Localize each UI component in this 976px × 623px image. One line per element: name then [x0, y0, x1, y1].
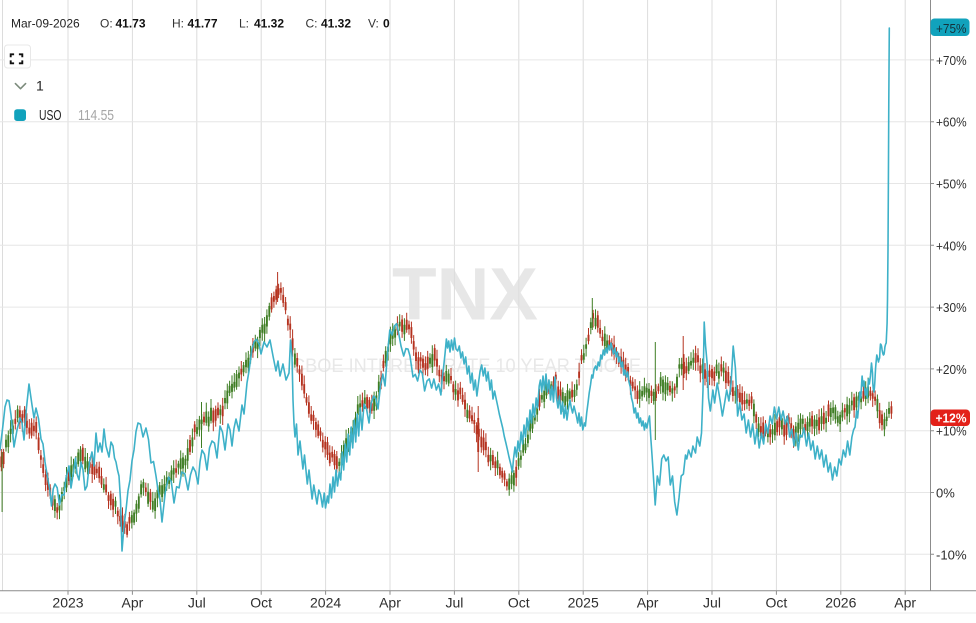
svg-text:Jul: Jul: [703, 595, 721, 611]
svg-text:TNX: TNX: [392, 253, 538, 336]
svg-text:1: 1: [36, 78, 44, 94]
svg-text:+30%: +30%: [936, 300, 967, 315]
svg-text:114.55: 114.55: [78, 107, 114, 124]
svg-text:2024: 2024: [310, 595, 341, 611]
svg-text:+50%: +50%: [936, 177, 967, 192]
svg-text:+75%: +75%: [936, 21, 967, 36]
svg-text:+70%: +70%: [936, 53, 967, 68]
svg-text:+10%: +10%: [936, 424, 967, 439]
svg-text:Apr: Apr: [122, 595, 144, 611]
svg-text:O:: O:: [100, 17, 113, 31]
svg-text:41.73: 41.73: [116, 17, 146, 31]
svg-text:Oct: Oct: [508, 595, 530, 611]
svg-text:Jul: Jul: [445, 595, 463, 611]
svg-text:V:: V:: [368, 17, 379, 31]
svg-text:Mar-09-2026: Mar-09-2026: [11, 17, 80, 31]
svg-text:+60%: +60%: [936, 115, 967, 130]
svg-text:L:: L:: [239, 17, 249, 31]
svg-text:Oct: Oct: [250, 595, 272, 611]
svg-text:Apr: Apr: [379, 595, 401, 611]
svg-text:USO: USO: [39, 107, 62, 124]
svg-text:2025: 2025: [568, 595, 599, 611]
svg-text:+12%: +12%: [936, 410, 967, 425]
svg-text:2026: 2026: [825, 595, 856, 611]
svg-text:41.32: 41.32: [321, 17, 351, 31]
svg-text:+20%: +20%: [936, 362, 967, 377]
svg-text:Apr: Apr: [637, 595, 659, 611]
svg-text:41.32: 41.32: [254, 17, 284, 31]
svg-text:0: 0: [383, 17, 390, 31]
svg-text:Oct: Oct: [766, 595, 788, 611]
svg-text:0%: 0%: [936, 486, 955, 501]
svg-text:-10%: -10%: [936, 547, 967, 562]
svg-text:Apr: Apr: [894, 595, 916, 611]
svg-text:Jul: Jul: [188, 595, 206, 611]
svg-text:H:: H:: [172, 17, 184, 31]
svg-text:41.77: 41.77: [188, 17, 218, 31]
svg-text:+40%: +40%: [936, 238, 967, 253]
svg-text:2023: 2023: [52, 595, 83, 611]
svg-text:C:: C:: [306, 17, 318, 31]
